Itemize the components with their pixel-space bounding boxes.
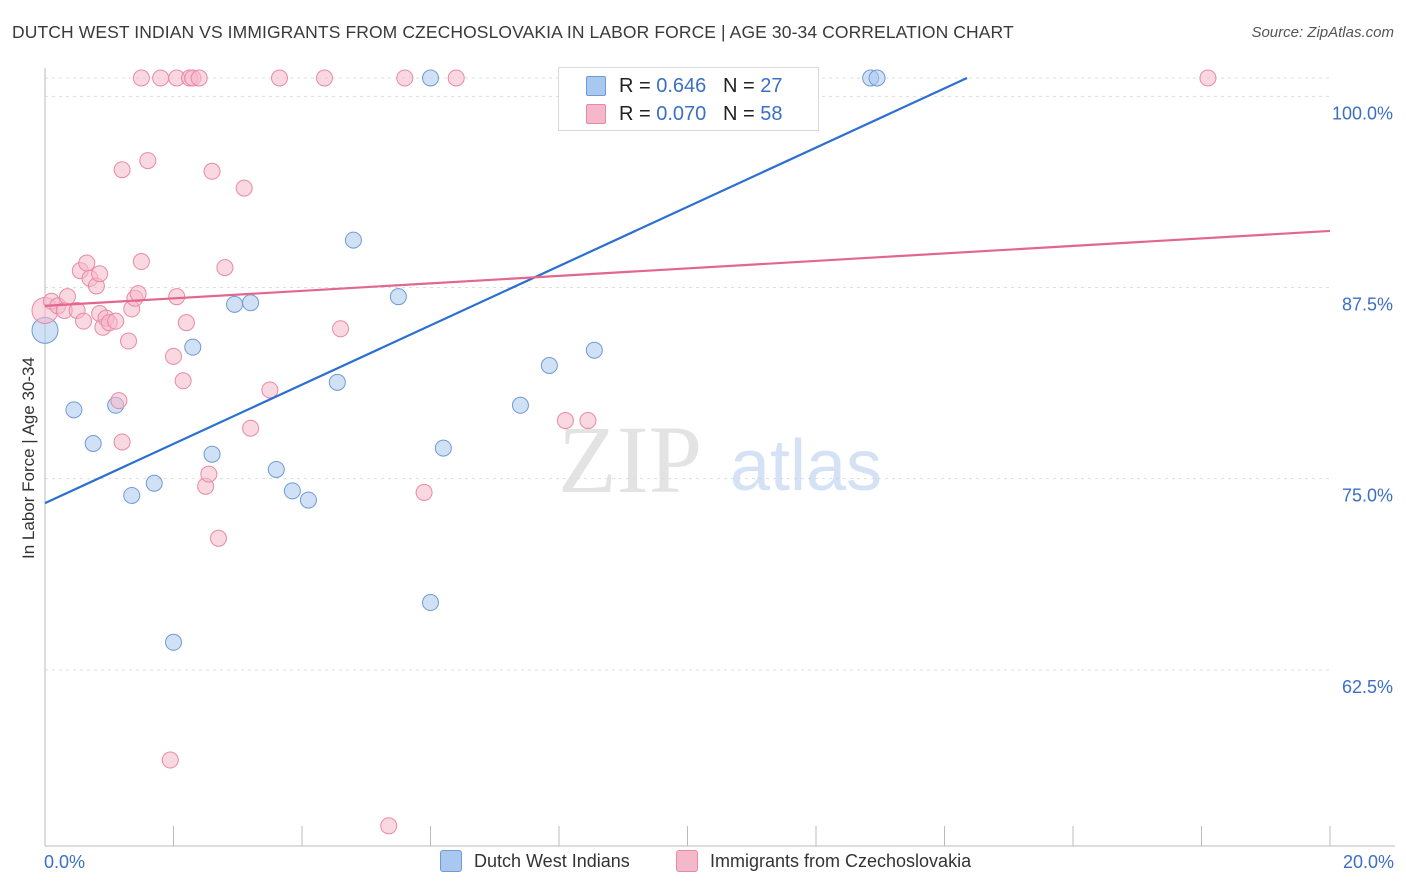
dutch-point-16 — [389, 288, 407, 306]
czech-point-52 — [556, 412, 574, 430]
stats-row-dutch: R = 0.646 N = 27 — [586, 74, 783, 98]
n-label: N = — [722, 74, 755, 97]
y-tick-label-0: 100.0% — [1332, 103, 1393, 123]
dutch-point-17 — [422, 594, 439, 612]
watermark-atlas: atlas — [730, 426, 882, 506]
x-tick-label-max: 20.0% — [1342, 852, 1394, 872]
czech-point-50 — [415, 483, 433, 501]
czech-point-40 — [209, 529, 227, 547]
czech-point-19 — [113, 161, 131, 179]
r-label: R = — [619, 102, 651, 125]
y-tick-labels: 100.0% 87.5% 75.0% 62.5% — [1332, 103, 1393, 696]
czech-point-25 — [132, 253, 150, 271]
n-value-dutch: 27 — [760, 74, 783, 97]
czech-point-29 — [165, 347, 182, 365]
czech-point-7 — [75, 312, 93, 330]
czech-point-17 — [110, 392, 128, 410]
czech-point-23 — [129, 285, 147, 303]
dutch-point-2 — [84, 434, 102, 452]
series-legend: Dutch West Indians Immigrants from Czech… — [0, 850, 1406, 878]
y-tick-label-2: 75.0% — [1342, 486, 1393, 506]
legend-label-czech: Immigrants from Czechoslovakia — [710, 850, 972, 871]
czech-point-46 — [315, 69, 333, 87]
czech-point-12 — [91, 265, 109, 283]
dutch-point-1 — [65, 401, 83, 419]
czech-point-33 — [177, 314, 195, 332]
czech-trend-line — [44, 229, 1331, 307]
stats-row-czech: R = 0.070 N = 58 — [586, 102, 783, 126]
dutch-point-21 — [540, 357, 558, 374]
dutch-point-15 — [344, 231, 362, 249]
czech-point-53 — [579, 412, 597, 430]
legend-swatch-czech — [586, 104, 606, 124]
dutch-point-6 — [165, 633, 182, 651]
r-label: R = — [619, 74, 651, 97]
n-value-czech: 58 — [760, 102, 783, 125]
dutch-trend-line — [44, 77, 968, 505]
legend-swatch-dutch — [586, 76, 606, 96]
czech-point-16 — [107, 312, 125, 330]
dutch-point-26 — [868, 69, 886, 87]
dutch-point-14 — [328, 373, 346, 391]
czech-point-54 — [1199, 69, 1217, 87]
czech-point-41 — [216, 259, 234, 277]
czech-point-48 — [380, 817, 398, 835]
y-tick-label-1: 87.5% — [1342, 295, 1393, 315]
czech-point-32 — [174, 372, 192, 390]
czech-point-45 — [271, 69, 289, 87]
czech-point-36 — [190, 69, 208, 87]
dutch-point-13 — [299, 491, 317, 509]
axes — [44, 68, 1395, 847]
czech-point-8 — [78, 254, 96, 272]
y-tick-label-3: 62.5% — [1342, 677, 1393, 697]
legend-swatch-dutch-bottom — [440, 850, 462, 872]
czech-point-27 — [152, 69, 170, 87]
chart-title: DUTCH WEST INDIAN VS IMMIGRANTS FROM CZE… — [12, 22, 1014, 42]
czech-point-51 — [447, 69, 465, 87]
dutch-point-18 — [422, 69, 439, 87]
czech-point-49 — [396, 69, 414, 87]
czech-point-18 — [113, 433, 131, 451]
trend-lines — [44, 77, 1331, 505]
dutch-point-12 — [283, 482, 301, 500]
legend-item-czech[interactable]: Immigrants from Czechoslovakia — [676, 850, 971, 872]
czech-point-39 — [203, 162, 221, 180]
x-tick-label-min: 0.0% — [44, 852, 86, 872]
dutch-point-10 — [242, 294, 260, 312]
dutch-point-11 — [267, 460, 285, 478]
czech-point-30 — [168, 288, 186, 306]
stats-legend: R = 0.646 N = 27 R = 0.070 N = 58 — [558, 67, 819, 131]
legend-label-dutch: Dutch West Indians — [474, 850, 630, 871]
dutch-point-19 — [434, 439, 452, 457]
czech-point-44 — [261, 381, 279, 399]
czech-point-26 — [139, 152, 157, 170]
source-label: Source: ZipAtlas.com — [1251, 24, 1394, 41]
legend-item-dutch[interactable]: Dutch West Indians — [440, 850, 630, 872]
dutch-point-5 — [145, 474, 163, 492]
data-points — [31, 69, 1217, 835]
dutch-point-20 — [511, 396, 529, 414]
czech-point-24 — [132, 69, 150, 87]
legend-swatch-czech-bottom — [676, 850, 698, 872]
czech-point-42 — [235, 179, 253, 197]
czech-point-4 — [58, 288, 76, 306]
r-value-dutch: 0.646 — [656, 74, 707, 97]
czech-point-20 — [120, 332, 138, 350]
dutch-point-7 — [184, 338, 202, 356]
dutch-point-8 — [203, 445, 221, 463]
dutch-point-9 — [226, 295, 244, 313]
czech-point-43 — [242, 419, 260, 437]
gridlines — [45, 77, 1330, 671]
czech-point-28 — [161, 751, 179, 769]
n-label: N = — [722, 102, 755, 125]
r-value-czech: 0.070 — [656, 102, 707, 125]
czech-point-38 — [200, 465, 218, 483]
czech-point-47 — [332, 320, 350, 338]
dutch-point-23 — [585, 341, 603, 359]
dutch-point-4 — [123, 486, 141, 504]
